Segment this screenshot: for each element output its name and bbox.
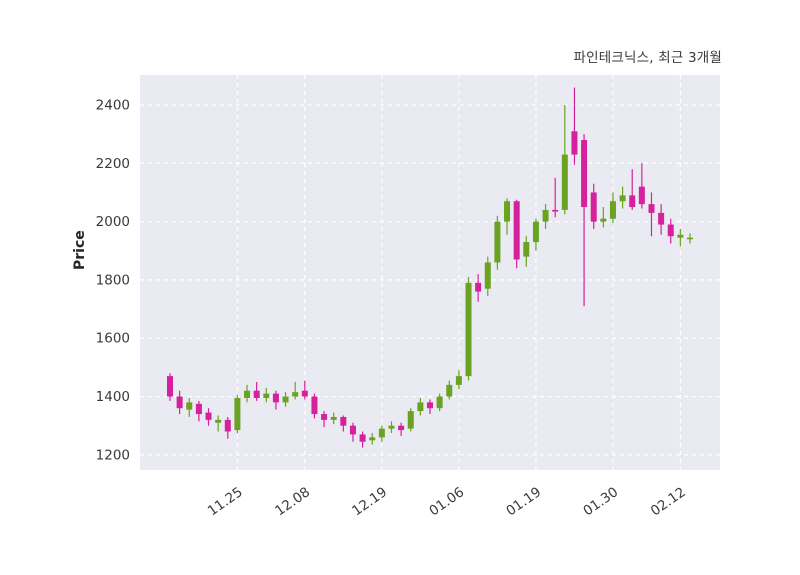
- candle-body-up: [455, 376, 462, 385]
- candle-body-up: [687, 237, 693, 240]
- candle-body-up: [619, 195, 626, 202]
- x-tick-label: 12.08: [272, 484, 313, 519]
- candle-body-up: [244, 390, 251, 398]
- candle-body-up: [465, 282, 472, 377]
- y-tick-label: 2200: [96, 156, 130, 172]
- x-tick-label: 01.19: [503, 484, 544, 519]
- candle-body-down: [571, 131, 578, 155]
- y-tick-label: 1200: [96, 447, 130, 463]
- candle-body-up: [677, 234, 684, 238]
- y-tick-label: 2000: [96, 214, 130, 230]
- candle-body-up: [446, 384, 453, 397]
- candle-body-up: [215, 419, 222, 423]
- x-tick-label: 01.06: [426, 484, 467, 519]
- x-tick-label: 01.30: [580, 484, 621, 519]
- candle-body-down: [629, 195, 636, 208]
- candle-body-up: [484, 262, 491, 289]
- candle-body-up: [263, 393, 270, 398]
- y-tick-label: 1800: [96, 272, 130, 288]
- candle-body-up: [234, 397, 241, 431]
- candle-body-down: [667, 224, 674, 237]
- candle-body-down: [311, 396, 318, 415]
- candle-body-down: [205, 412, 212, 420]
- candle-body-down: [272, 393, 279, 403]
- candle-body-up: [282, 396, 289, 403]
- candle-body-up: [561, 154, 568, 210]
- candle-body-up: [330, 416, 337, 420]
- candle-body-down: [359, 434, 366, 442]
- candle-body-down: [349, 425, 356, 435]
- candle-body-up: [436, 396, 443, 409]
- chart-title: 파인테크닉스, 최근 3개월: [573, 50, 722, 66]
- candle-body-up: [523, 242, 530, 257]
- y-tick-label: 1600: [96, 331, 130, 347]
- candle-body-down: [590, 192, 597, 222]
- candle-body-down: [340, 416, 347, 426]
- candle-body-up: [494, 221, 501, 263]
- candle-body-up: [417, 402, 424, 412]
- candle-body-up: [292, 392, 299, 397]
- candle-body-down: [398, 425, 405, 431]
- candle-body-up: [609, 201, 616, 219]
- candle-body-up: [532, 221, 539, 243]
- candle-body-down: [581, 140, 588, 208]
- candle-body-down: [195, 403, 202, 415]
- candle-body-up: [388, 425, 395, 429]
- candle-body-down: [427, 402, 433, 409]
- y-tick-label: 2400: [96, 98, 130, 114]
- candle-body-up: [600, 218, 607, 222]
- x-tick-label: 11.25: [205, 484, 246, 519]
- candle-body-up: [378, 428, 385, 438]
- candle-body-up: [186, 402, 193, 410]
- candle-body-up: [407, 411, 414, 429]
- candle-body-up: [369, 437, 376, 441]
- x-tick-label: 12.19: [349, 484, 390, 519]
- candle-body-down: [224, 419, 231, 432]
- candle-body-down: [658, 212, 665, 225]
- candle-body-up: [504, 201, 511, 222]
- candle-body-down: [167, 376, 173, 397]
- candle-body-down: [648, 204, 655, 213]
- candle-body-down: [513, 201, 520, 260]
- candle-body-down: [638, 186, 645, 205]
- x-tick-label: 02.12: [648, 484, 689, 519]
- y-axis-label: Price: [72, 230, 88, 270]
- y-tick-label: 1400: [96, 389, 130, 405]
- candle-body-down: [301, 390, 308, 397]
- candle-body-down: [552, 209, 559, 212]
- candle-body-down: [321, 414, 328, 420]
- candle-body-down: [253, 390, 260, 398]
- candle-body-up: [542, 209, 549, 222]
- candle-body-down: [475, 282, 482, 292]
- candle-body-down: [176, 396, 183, 409]
